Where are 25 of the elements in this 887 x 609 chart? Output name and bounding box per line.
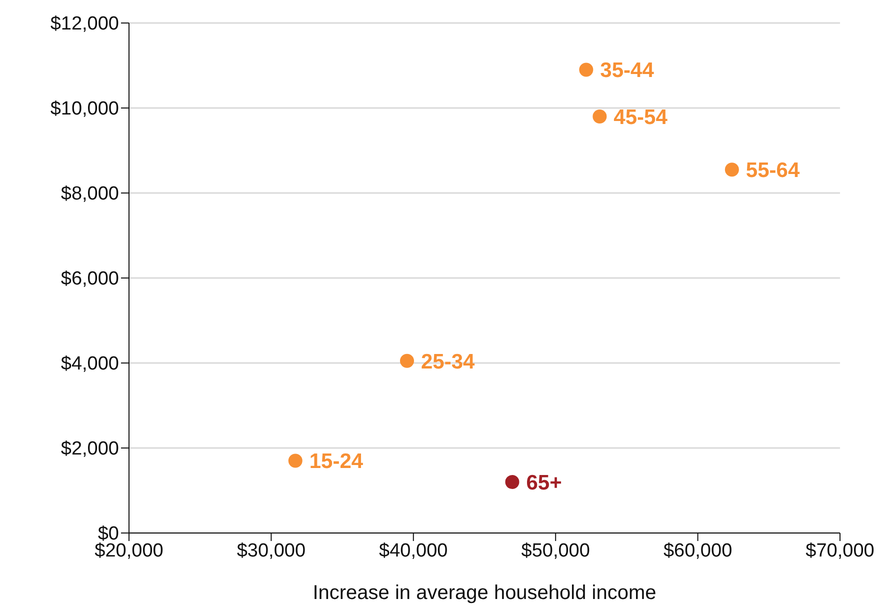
point [579, 62, 594, 77]
point [724, 162, 739, 177]
y-tick-label: $6,000 [60, 268, 119, 290]
point [592, 110, 607, 124]
y-tick-label: $4,000 [60, 354, 119, 375]
x-tick-label: $50,000 [521, 540, 590, 562]
annotation: 25-34 [421, 350, 476, 374]
annotation: 15-24 [309, 450, 364, 474]
annotation: 55-64 [746, 159, 800, 182]
x-tick-label: $40,000 [379, 540, 448, 562]
point [505, 475, 520, 489]
point [288, 454, 302, 468]
point [400, 354, 414, 368]
annotation: 35-44 [600, 59, 654, 82]
annotation: 65+ [526, 471, 562, 494]
annotation: 45-54 [614, 106, 668, 129]
y-tick-label: $10,000 [50, 98, 119, 120]
y-tick-label: $2,000 [60, 438, 119, 460]
x-tick-label: $20,000 [94, 540, 164, 562]
x-tick-label: $30,000 [236, 540, 306, 562]
x-tick-label: $70,000 [806, 540, 874, 562]
y-tick-label: $8,000 [60, 184, 119, 205]
x-axis-title: Increase in average household income [312, 582, 656, 604]
y-tick-label: $12,000 [50, 14, 119, 35]
x-tick-label: $60,000 [663, 540, 732, 562]
